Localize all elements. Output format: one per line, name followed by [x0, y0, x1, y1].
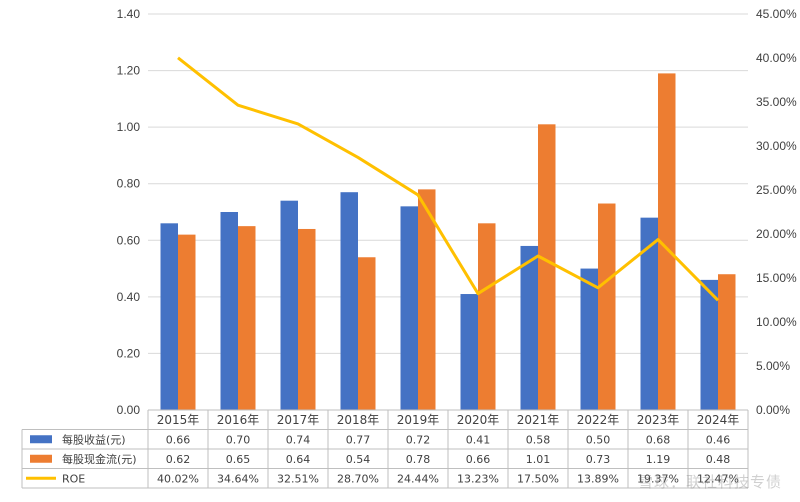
- table-cell: 0.66: [466, 453, 491, 466]
- bar-eps: [640, 217, 658, 410]
- table-cell: 0.72: [406, 433, 431, 446]
- table-cell: 0.50: [586, 433, 611, 446]
- legend-label: 每股现金流(元): [62, 452, 137, 466]
- bar-eps: [460, 294, 478, 410]
- left-tick-label: 0.80: [117, 177, 141, 191]
- roe-line: [177, 56, 720, 302]
- table-cell: 12.47%: [697, 472, 739, 485]
- table-cell: 17.50%: [517, 472, 559, 485]
- right-tick-label: 45.00%: [756, 7, 797, 21]
- table-cell: 0.65: [226, 453, 251, 466]
- category-label: 2015年: [157, 413, 200, 427]
- category-label: 2020年: [457, 413, 500, 427]
- bar-eps: [520, 245, 538, 410]
- table-cell: 0.77: [346, 433, 371, 446]
- category-label: 2022年: [577, 413, 620, 427]
- bars: [160, 73, 736, 411]
- bar-eps: [220, 212, 238, 410]
- table-cell: 0.68: [646, 433, 671, 446]
- category-label: 2018年: [337, 413, 380, 427]
- table-cell: 32.51%: [277, 472, 319, 485]
- roe-line-path: [177, 56, 720, 302]
- table-cell: 0.54: [346, 453, 371, 466]
- bar-cashflow: [178, 234, 196, 410]
- table-cell: 0.46: [706, 433, 731, 446]
- right-tick-label: 40.00%: [756, 51, 797, 65]
- left-tick-label: 1.20: [117, 64, 141, 78]
- table-cell: 40.02%: [157, 472, 199, 485]
- bar-eps: [400, 206, 418, 410]
- category-label: 2023年: [637, 413, 680, 427]
- table-cell: 19.37%: [637, 472, 679, 485]
- bar-eps: [700, 279, 718, 410]
- right-tick-label: 30.00%: [756, 139, 797, 153]
- table-cell: 0.70: [226, 433, 251, 446]
- table-cell: 1.01: [526, 453, 551, 466]
- table-cell: 1.19: [646, 453, 671, 466]
- table-cell: 0.48: [706, 453, 731, 466]
- table-cell: 0.62: [166, 453, 191, 466]
- bar-eps: [580, 268, 598, 410]
- left-axis: 0.00 0.20 0.40 0.60 0.80 1.00 1.20 1.40: [117, 7, 141, 417]
- bar-cashflow: [478, 223, 496, 410]
- bar-eps: [160, 223, 178, 410]
- bar-cashflow: [658, 73, 676, 411]
- category-label: 2017年: [277, 413, 320, 427]
- table-cell: 34.64%: [217, 472, 259, 485]
- data-table: 2015年 2016年 2017年 2018年 2019年 2020年 2021年 2022年…: [21, 409, 749, 489]
- legend-label: ROE: [62, 472, 85, 485]
- table-cell: 0.66: [166, 433, 191, 446]
- table-cell: 13.23%: [457, 472, 499, 485]
- table-cell: 0.41: [466, 433, 491, 446]
- bar-cashflow: [418, 189, 436, 410]
- left-tick-label: 0.00: [117, 403, 141, 417]
- right-tick-label: 10.00%: [756, 315, 797, 329]
- right-tick-label: 0.00%: [756, 403, 790, 417]
- table-cell: 0.64: [286, 453, 311, 466]
- left-tick-label: 0.20: [117, 346, 141, 360]
- bar-cashflow: [718, 274, 736, 410]
- bar-cashflow: [598, 203, 616, 410]
- category-label: 2016年: [217, 413, 260, 427]
- table-cell: 0.74: [286, 433, 311, 446]
- left-tick-label: 1.00: [117, 120, 141, 134]
- table-cell: 0.73: [586, 453, 611, 466]
- left-tick-label: 1.40: [117, 7, 141, 21]
- bar-cashflow: [238, 226, 256, 410]
- legend-swatch: [30, 454, 52, 463]
- bar-eps: [280, 200, 298, 410]
- category-label: 2019年: [397, 413, 440, 427]
- bar-eps: [340, 192, 358, 410]
- watermark: 雪球：联社科技专债: [637, 473, 782, 491]
- left-tick-label: 0.40: [117, 290, 141, 304]
- legend-label: 每股收益(元): [62, 432, 126, 446]
- right-tick-label: 35.00%: [756, 95, 797, 109]
- right-tick-label: 25.00%: [756, 183, 797, 197]
- right-axis: 0.00% 5.00% 10.00% 15.00% 20.00% 25.00% 30.00%…: [756, 7, 797, 417]
- bar-cashflow: [538, 124, 556, 411]
- bar-cashflow: [358, 257, 376, 410]
- category-label: 2021年: [517, 413, 560, 427]
- right-tick-label: 20.00%: [756, 227, 797, 241]
- table-cell: 24.44%: [397, 472, 439, 485]
- table-cell: 28.70%: [337, 472, 379, 485]
- right-tick-label: 15.00%: [756, 271, 797, 285]
- bar-cashflow: [298, 228, 316, 410]
- category-label: 2024年: [697, 413, 740, 427]
- table-cell: 0.78: [406, 453, 431, 466]
- table-cell: 13.89%: [577, 472, 619, 485]
- right-tick-label: 5.00%: [756, 359, 790, 373]
- left-tick-label: 0.60: [117, 233, 141, 247]
- legend-swatch: [30, 435, 52, 444]
- table-cell: 0.58: [526, 433, 551, 446]
